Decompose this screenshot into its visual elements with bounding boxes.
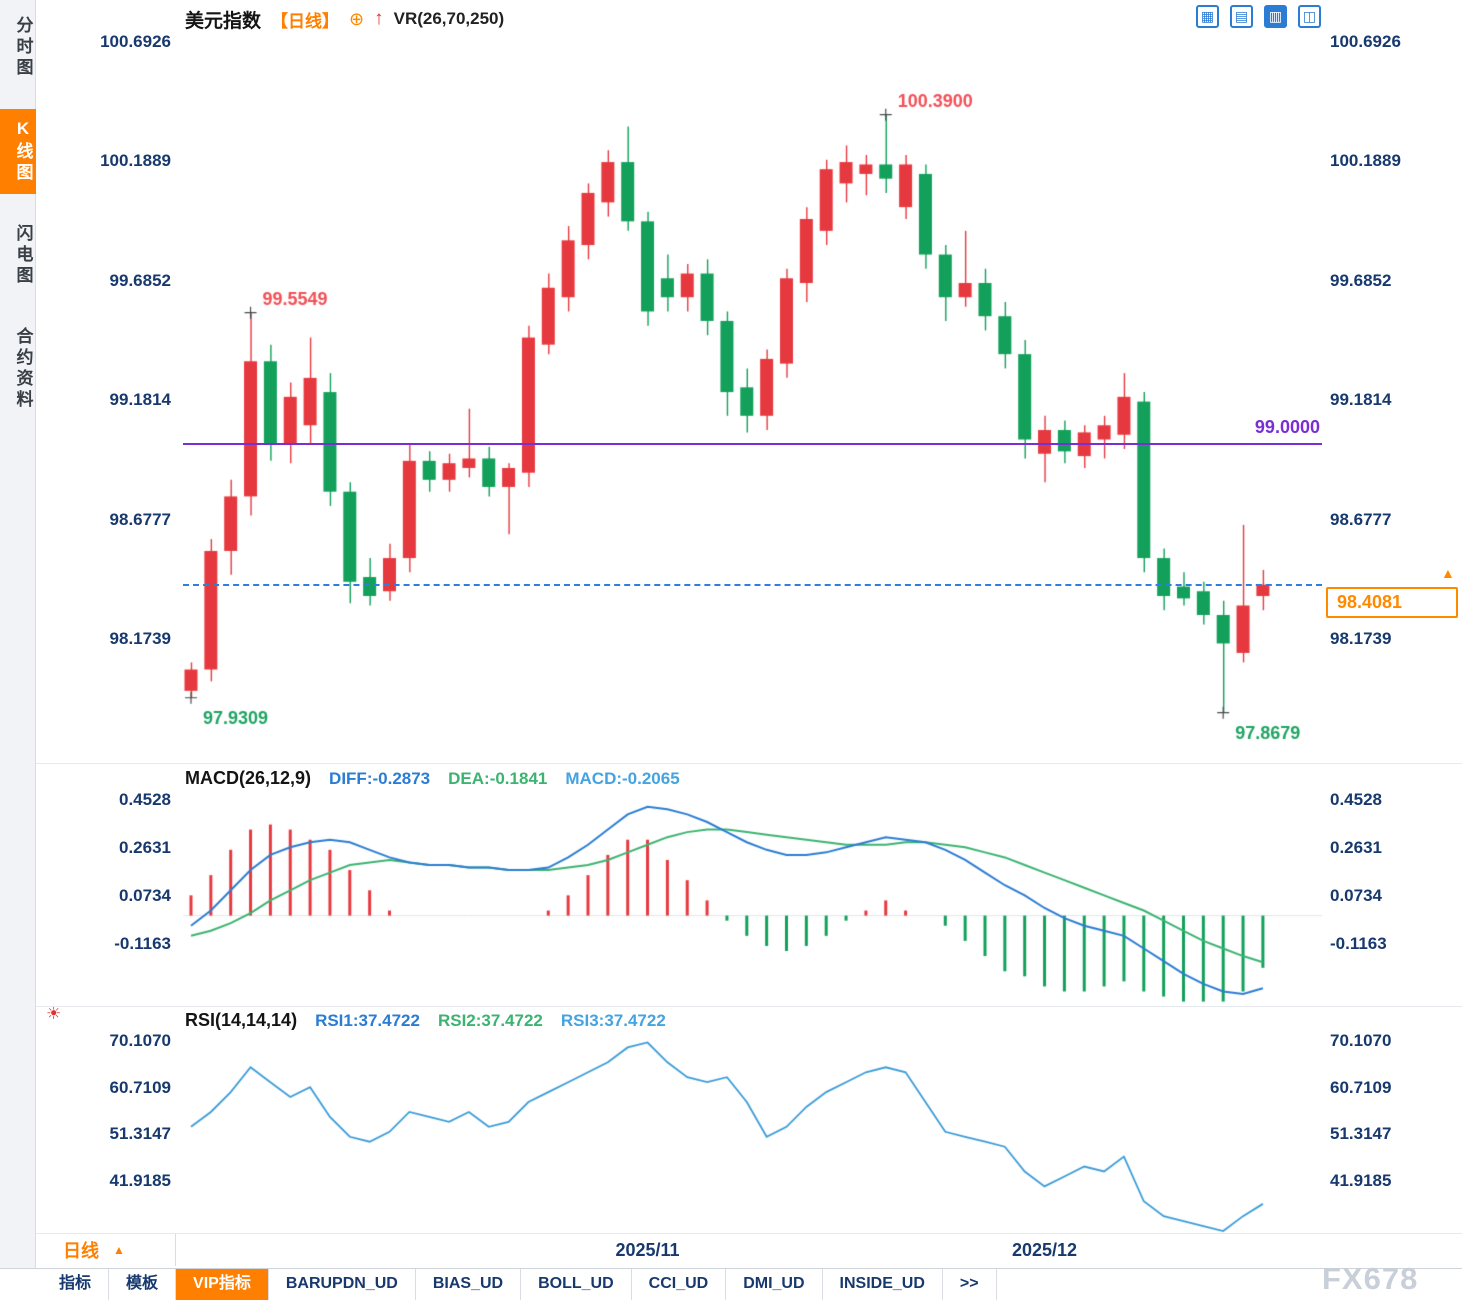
y-axis-label: 99.6852	[1330, 270, 1392, 290]
y-axis-label: 0.4528	[119, 790, 171, 810]
y-axis-label: 100.1889	[100, 151, 171, 171]
last-price-badge: 98.4081	[1326, 586, 1458, 618]
y-axis-label: 51.3147	[1330, 1124, 1392, 1144]
price-chart-canvas[interactable]	[183, 30, 1322, 762]
x-axis-label: 2025/12	[1012, 1240, 1078, 1260]
tab-[interactable]: >>	[943, 1269, 997, 1300]
sun-icon[interactable]: ☀	[46, 1004, 62, 1023]
layout-chart-icon[interactable]: ▥	[1264, 5, 1287, 28]
tab-bias_ud[interactable]: BIAS_UD	[416, 1269, 522, 1300]
rsi-header: RSI(14,14,14) RSI1:37.4722 RSI2:37.4722 …	[185, 1010, 666, 1031]
sidebar-item-contract-info[interactable]: 合约资料	[13, 327, 33, 411]
y-axis-label: 0.2631	[119, 838, 171, 858]
x-axis-label: 2025/11	[615, 1240, 680, 1260]
panel-divider	[36, 763, 1462, 764]
y-axis-label: 99.1814	[1330, 390, 1392, 410]
y-axis-label: 98.1739	[1330, 629, 1392, 649]
layout-grid-icon[interactable]: ▦	[1196, 5, 1219, 28]
y-axis-label: -0.1163	[114, 934, 171, 954]
triangle-up-icon: ▲	[113, 1243, 125, 1257]
period-selector-label: 日线	[63, 1241, 99, 1261]
rsi2-value: RSI2:37.4722	[437, 1011, 543, 1030]
layout-rows-icon[interactable]: ▤	[1230, 5, 1253, 28]
y-axis-label: 70.1070	[1330, 1030, 1392, 1050]
y-axis-label: 0.0734	[1330, 886, 1382, 906]
chart-header: 美元指数 【日线】 ⊕ ↑ VR(26,70,250)	[185, 6, 504, 32]
y-axis-label: 98.6777	[109, 509, 171, 529]
y-axis-label: 60.7109	[109, 1077, 171, 1097]
level-line-label: 99.0000	[1254, 417, 1320, 438]
y-axis-label: 60.7109	[1330, 1077, 1392, 1097]
horizontal-level-line	[183, 443, 1322, 446]
macd-hist-value: MACD:-0.2065	[565, 769, 680, 788]
sidebar-item-kline[interactable]: K线图	[0, 109, 36, 194]
rsi1-value: RSI1:37.4722	[315, 1011, 420, 1030]
sidebar-item-intraday[interactable]: 分时图	[13, 16, 33, 79]
instrument-title: 美元指数	[185, 10, 262, 32]
y-axis-label: 100.6926	[100, 31, 171, 51]
macd-chart-canvas[interactable]	[183, 772, 1322, 1005]
up-arrow-icon: ↑	[374, 8, 384, 29]
tab-inside_ud[interactable]: INSIDE_UD	[823, 1269, 943, 1300]
chart-layout-toolbar: ▦ ▤ ▥ ◫	[1196, 5, 1321, 28]
y-axis-label: 99.6852	[109, 270, 171, 290]
tab-boll_ud[interactable]: BOLL_UD	[521, 1269, 632, 1300]
layout-columns-icon[interactable]: ◫	[1298, 5, 1321, 28]
y-axis-label: 51.3147	[109, 1124, 171, 1144]
y-axis-label: -0.1163	[1330, 934, 1387, 954]
panel-divider	[36, 1233, 1462, 1234]
tab-指标[interactable]: 指标	[42, 1269, 110, 1300]
y-axis-label: 98.1739	[109, 629, 171, 649]
left-sidebar: 分时图 K线图闪电图合约资料	[0, 0, 36, 1300]
sidebar-item-flash[interactable]: 闪电图	[13, 224, 33, 287]
macd-title[interactable]: MACD(26,12,9)	[185, 768, 312, 788]
tab-barupdn_ud[interactable]: BARUPDN_UD	[269, 1269, 416, 1300]
y-axis-label: 0.4528	[1330, 790, 1382, 810]
bottom-tab-bar: 指标 模板 VIP指标 BARUPDN_UD BIAS_UD BOLL_UD CCI_UD D…	[0, 1268, 1462, 1300]
price-up-arrow-icon: ▲	[1441, 564, 1455, 581]
y-axis-label: 99.1814	[109, 390, 171, 410]
period-selector[interactable]: 日线 ▲	[37, 1234, 176, 1266]
tab-模板[interactable]: 模板	[109, 1269, 177, 1300]
add-overlay-icon[interactable]: ⊕	[349, 8, 365, 29]
macd-dea-value: DEA:-0.1841	[448, 769, 548, 788]
y-axis-label: 0.2631	[1330, 838, 1382, 858]
rsi3-value: RSI3:37.4722	[560, 1011, 666, 1030]
panel-divider	[36, 1006, 1462, 1007]
tab-dmi_ud[interactable]: DMI_UD	[726, 1269, 823, 1300]
y-axis-label: 70.1070	[109, 1030, 171, 1050]
tab-vip指标[interactable]: VIP指标	[176, 1269, 269, 1300]
last-price-line	[183, 583, 1322, 586]
tab-cci_ud[interactable]: CCI_UD	[632, 1269, 727, 1300]
rsi-title[interactable]: RSI(14,14,14)	[185, 1010, 298, 1030]
y-axis-label: 98.6777	[1330, 509, 1392, 529]
vr-indicator-label[interactable]: VR(26,70,250)	[393, 9, 505, 28]
y-axis-label: 41.9185	[109, 1170, 171, 1190]
macd-header: MACD(26,12,9) DIFF:-0.2873 DEA:-0.1841 M…	[185, 768, 680, 789]
y-axis-label: 100.1889	[1330, 151, 1401, 171]
rsi-chart-canvas[interactable]	[183, 1035, 1322, 1233]
y-axis-label: 100.6926	[1330, 31, 1401, 51]
macd-diff-value: DIFF:-0.2873	[329, 769, 431, 788]
y-axis-label: 41.9185	[1330, 1170, 1392, 1190]
y-axis-label: 0.0734	[119, 886, 171, 906]
period-tag[interactable]: 【日线】	[271, 11, 340, 31]
